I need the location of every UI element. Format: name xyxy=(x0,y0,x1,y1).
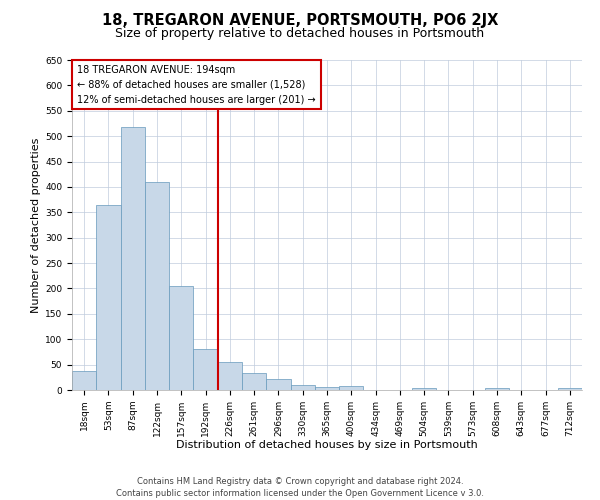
Text: 18 TREGARON AVENUE: 194sqm
← 88% of detached houses are smaller (1,528)
12% of s: 18 TREGARON AVENUE: 194sqm ← 88% of deta… xyxy=(77,65,316,104)
Bar xyxy=(218,362,242,390)
Bar xyxy=(72,371,96,390)
Bar xyxy=(412,388,436,390)
Text: 18, TREGARON AVENUE, PORTSMOUTH, PO6 2JX: 18, TREGARON AVENUE, PORTSMOUTH, PO6 2JX xyxy=(102,12,498,28)
Text: Size of property relative to detached houses in Portsmouth: Size of property relative to detached ho… xyxy=(115,28,485,40)
Bar xyxy=(339,386,364,390)
Text: Contains HM Land Registry data © Crown copyright and database right 2024.
Contai: Contains HM Land Registry data © Crown c… xyxy=(116,476,484,498)
Bar xyxy=(558,388,582,390)
Bar xyxy=(315,387,339,390)
Y-axis label: Number of detached properties: Number of detached properties xyxy=(31,138,41,312)
Bar xyxy=(193,349,218,390)
Bar xyxy=(121,126,145,390)
Bar xyxy=(96,204,121,390)
Bar xyxy=(266,380,290,390)
Bar xyxy=(485,388,509,390)
Bar xyxy=(242,373,266,390)
Bar xyxy=(290,385,315,390)
Bar xyxy=(145,182,169,390)
X-axis label: Distribution of detached houses by size in Portsmouth: Distribution of detached houses by size … xyxy=(176,440,478,450)
Bar xyxy=(169,286,193,390)
